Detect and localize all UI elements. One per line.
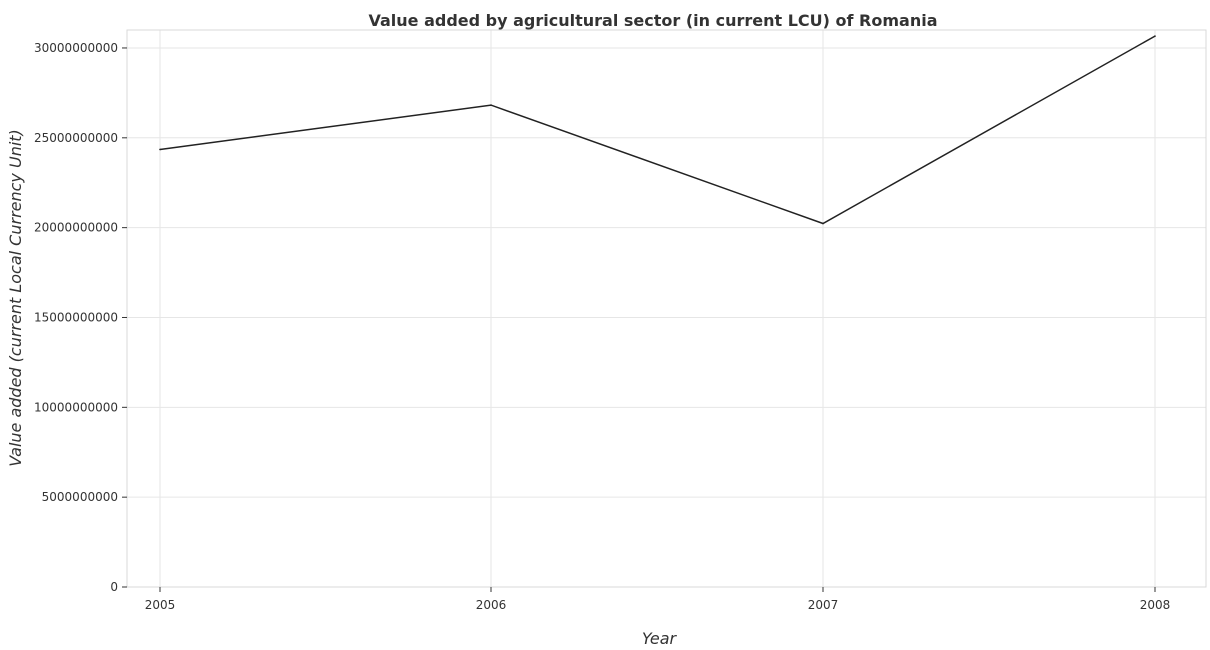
y-tick-label: 25000000000 — [34, 131, 118, 145]
y-tick-label: 0 — [110, 580, 118, 594]
x-axis-label: Year — [642, 629, 678, 648]
data-point — [159, 148, 161, 151]
plot-frame — [126, 29, 1207, 588]
y-tick-label: 5000000000 — [42, 490, 118, 504]
chart-title: Value added by agricultural sector (in c… — [368, 11, 937, 30]
y-tick-label: 20000000000 — [34, 221, 118, 235]
x-axis-ticks: 2005 2006 2007 2008 — [145, 587, 1171, 612]
x-tick-label: 2008 — [1140, 598, 1171, 612]
y-tick-label: 30000000000 — [34, 41, 118, 55]
series-layer — [159, 35, 1156, 225]
x-tick-label: 2006 — [476, 598, 507, 612]
data-point — [490, 104, 492, 106]
y-tick-label: 15000000000 — [34, 310, 118, 324]
x-tick-label: 2005 — [145, 598, 176, 612]
y-axis-ticks: 0 5000000000 10000000000 15000000000 2000000… — [34, 41, 127, 594]
data-point — [822, 222, 824, 225]
y-axis-label: Value added (current Local Currency Unit… — [6, 129, 25, 467]
y-tick-label: 10000000000 — [34, 400, 118, 414]
data-point — [1154, 35, 1156, 37]
x-tick-label: 2007 — [808, 598, 839, 612]
grid-lines — [127, 30, 1206, 588]
series-line — [159, 35, 1156, 225]
